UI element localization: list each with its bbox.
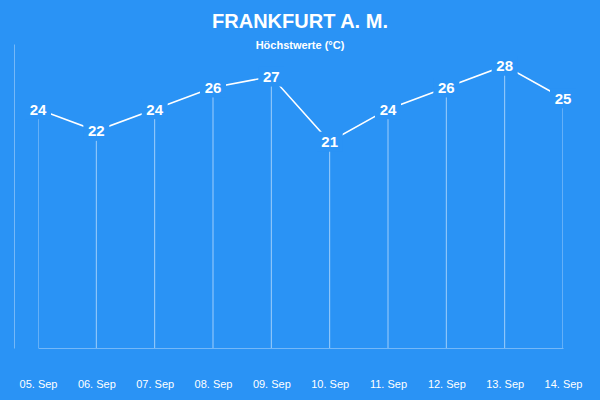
drop-line — [563, 98, 564, 348]
line — [38, 66, 563, 142]
data-label: 24 — [146, 101, 163, 118]
x-tick: 08. Sep — [195, 348, 233, 390]
x-tick-label: 09. Sep — [253, 378, 291, 390]
x-tick-label: 13. Sep — [486, 378, 524, 390]
x-tick: 11. Sep — [370, 348, 407, 390]
data-label-background — [258, 67, 284, 87]
x-tick-label: 07. Sep — [136, 378, 174, 390]
y-axis — [14, 45, 15, 349]
data-label-background — [492, 56, 518, 76]
x-tick: 06. Sep — [78, 348, 116, 390]
x-tick-label: 05. Sep — [20, 378, 58, 390]
data-label-background — [25, 99, 51, 119]
data-label-background — [433, 77, 459, 97]
x-axis-line — [39, 348, 564, 349]
chart: FRANKFURT A. M. Höchstwerte (°C) 05. Sep 06… — [0, 0, 600, 400]
x-tick: 05. Sep — [20, 348, 58, 390]
drop-line — [329, 142, 330, 348]
drop-line — [213, 87, 214, 348]
x-tick: 09. Sep — [253, 348, 291, 390]
data-label-background — [142, 99, 168, 119]
x-tick-label: 10. Sep — [311, 378, 349, 390]
drop-line — [504, 66, 505, 348]
drop-line — [388, 109, 389, 348]
data-label-background — [83, 121, 109, 141]
data-label: 21 — [321, 133, 338, 150]
drop-line — [96, 131, 97, 348]
x-tick: 10. Sep — [311, 348, 349, 390]
data-label: 24 — [30, 101, 47, 118]
data-label: 24 — [380, 101, 397, 118]
x-tick-label: 11. Sep — [370, 378, 407, 390]
drop-line — [271, 77, 272, 348]
data-label: 25 — [555, 90, 572, 107]
x-tick-label: 08. Sep — [195, 378, 233, 390]
drop-line — [38, 109, 39, 348]
plot-area — [38, 66, 563, 348]
data-label: 22 — [88, 122, 105, 139]
y-axis-line — [14, 45, 15, 349]
background — [0, 0, 600, 400]
x-axis: 05. Sep 06. Sep 07. Sep 08. Sep 09. Sep 10. S… — [20, 348, 583, 390]
data-label-background — [200, 77, 226, 97]
drop-line — [446, 87, 447, 348]
data-label: 27 — [263, 68, 280, 85]
title: FRANKFURT A. M. — [212, 10, 388, 32]
x-tick-label: 12. Sep — [428, 378, 466, 390]
data-label: 26 — [205, 79, 222, 96]
x-tick: 13. Sep — [486, 348, 524, 390]
data-label-background — [375, 99, 401, 119]
x-tick: 14. Sep — [545, 348, 583, 390]
data-label-background — [317, 132, 343, 152]
x-tick: 12. Sep — [428, 348, 466, 390]
data-labels: 24 22 24 26 27 21 24 26 28 25 — [25, 56, 576, 152]
data-label-background — [550, 88, 576, 108]
x-tick: 07. Sep — [136, 348, 174, 390]
drop-line — [154, 109, 155, 348]
subtitle: Höchstwerte (°C) — [256, 39, 345, 51]
x-tick-label: 14. Sep — [545, 378, 583, 390]
data-label: 28 — [496, 57, 513, 74]
data-label: 26 — [438, 79, 455, 96]
x-tick-label: 06. Sep — [78, 378, 116, 390]
